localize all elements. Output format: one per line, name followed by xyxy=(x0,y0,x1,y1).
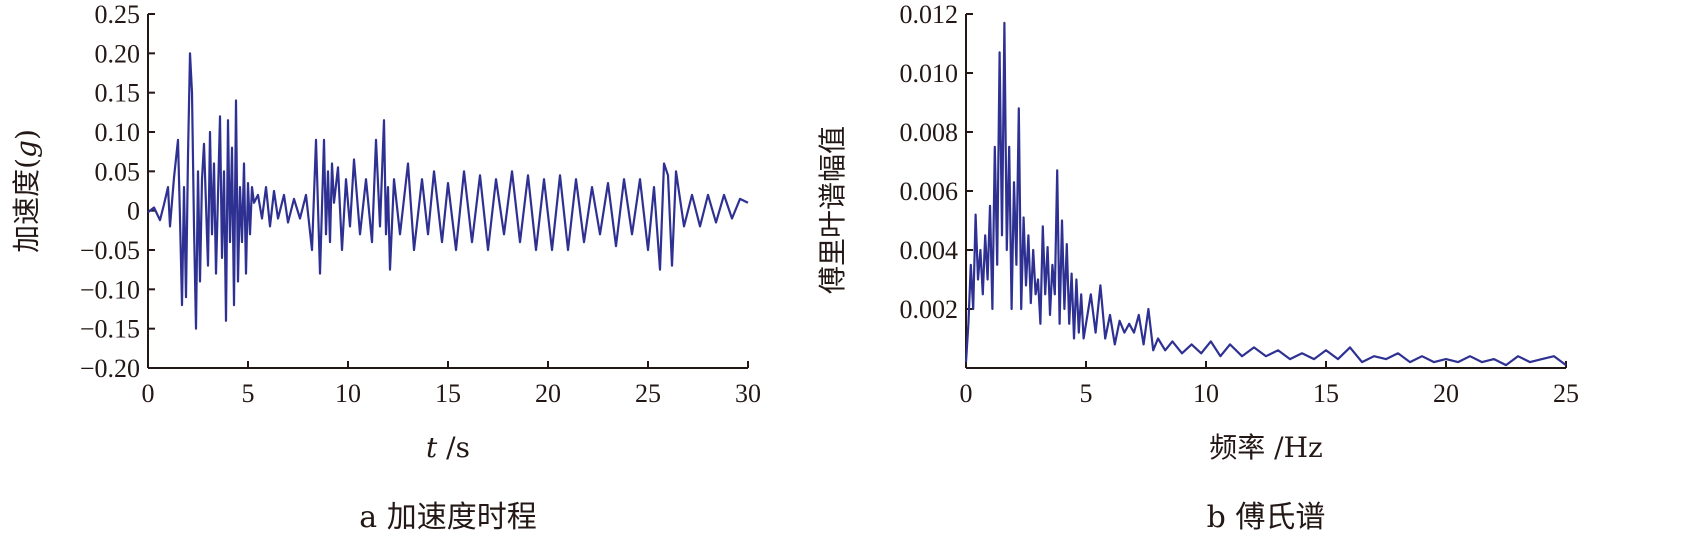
chart-b-y-tick-label: 0.010 xyxy=(900,59,959,88)
chart-b-x-tick-label: 15 xyxy=(1313,379,1339,408)
chart-a-x-tick-label: 20 xyxy=(535,379,561,408)
chart-b-x-label: 频率 /Hz xyxy=(1209,431,1323,464)
chart-a-y-tick-label: 0.25 xyxy=(95,0,141,29)
chart-b-series-line xyxy=(964,21,1567,367)
chart-a-x-label-unit: /s xyxy=(437,431,470,464)
chart-a-x-tick-label: 5 xyxy=(242,379,255,408)
chart-a-y-tick-label: 0.15 xyxy=(95,79,141,108)
chart-b-x-ticks: 0 5 10 15 20 25 xyxy=(960,361,1579,408)
chart-b-y-label: 傅里叶谱幅值 xyxy=(816,126,849,294)
chart-a-y-tick-label: −0.05 xyxy=(80,236,140,265)
chart-a-y-tick-label: −0.10 xyxy=(80,275,140,304)
chart-a-series-line xyxy=(147,52,749,330)
chart-a-x-tick-label: 10 xyxy=(335,379,361,408)
chart-a-y-ticks: 0.25 0.20 0.15 0.10 0.05 0 −0.05 −0.10 −0.15 −0.2… xyxy=(80,0,155,383)
chart-b-x-tick-label: 20 xyxy=(1433,379,1459,408)
chart-a-x-tick-label: 30 xyxy=(735,379,761,408)
chart-b-x-tick-label: 0 xyxy=(960,379,973,408)
chart-b-y-tick-label: 0.002 xyxy=(900,295,959,324)
chart-b-y-tick-label: 0.006 xyxy=(900,177,959,206)
chart-a-y-tick-label: −0.15 xyxy=(80,315,140,344)
chart-b-caption: b 傅氏谱 xyxy=(1207,500,1326,535)
chart-a-x-tick-label: 15 xyxy=(435,379,461,408)
chart-a-y-tick-label: 0.20 xyxy=(95,39,141,68)
chart-a-y-tick-label: 0.05 xyxy=(95,157,141,186)
chart-b-fourier-spectrum: 0.012 0.010 0.008 0.006 0.004 0.002 0 5 10 15 20 2… xyxy=(816,0,1579,535)
chart-a-acceleration-history: 0.25 0.20 0.15 0.10 0.05 0 −0.05 −0.10 −0.15 −0.2… xyxy=(10,0,761,535)
chart-a-caption: a 加速度时程 xyxy=(359,500,536,535)
chart-a-x-ticks: 0 5 10 15 20 25 30 xyxy=(142,361,761,408)
chart-a-y-label: 加速度(g) xyxy=(10,129,43,253)
chart-a-x-label-var: t xyxy=(426,431,438,464)
chart-b-y-tick-label: 0.008 xyxy=(900,118,959,147)
chart-a-x-label: t /s xyxy=(426,431,470,464)
chart-a-y-tick-label: 0 xyxy=(127,197,140,226)
chart-a-y-label-suffix: ) xyxy=(10,129,43,140)
chart-a-y-tick-label: −0.20 xyxy=(80,354,140,383)
chart-a-y-label-var: g xyxy=(10,140,43,158)
chart-b-x-tick-label: 5 xyxy=(1080,379,1093,408)
chart-a-y-tick-label: 0.10 xyxy=(95,118,141,147)
chart-b-y-tick-label: 0.004 xyxy=(900,236,959,265)
chart-a-x-tick-label: 25 xyxy=(635,379,661,408)
chart-b-x-tick-label: 25 xyxy=(1553,379,1579,408)
chart-b-y-tick-label: 0.012 xyxy=(900,0,959,29)
chart-b-y-ticks: 0.012 0.010 0.008 0.006 0.004 0.002 xyxy=(900,0,973,324)
chart-a-x-tick-label: 0 xyxy=(142,379,155,408)
chart-b-x-tick-label: 10 xyxy=(1193,379,1219,408)
chart-a-y-label-prefix: 加速度( xyxy=(10,158,43,253)
